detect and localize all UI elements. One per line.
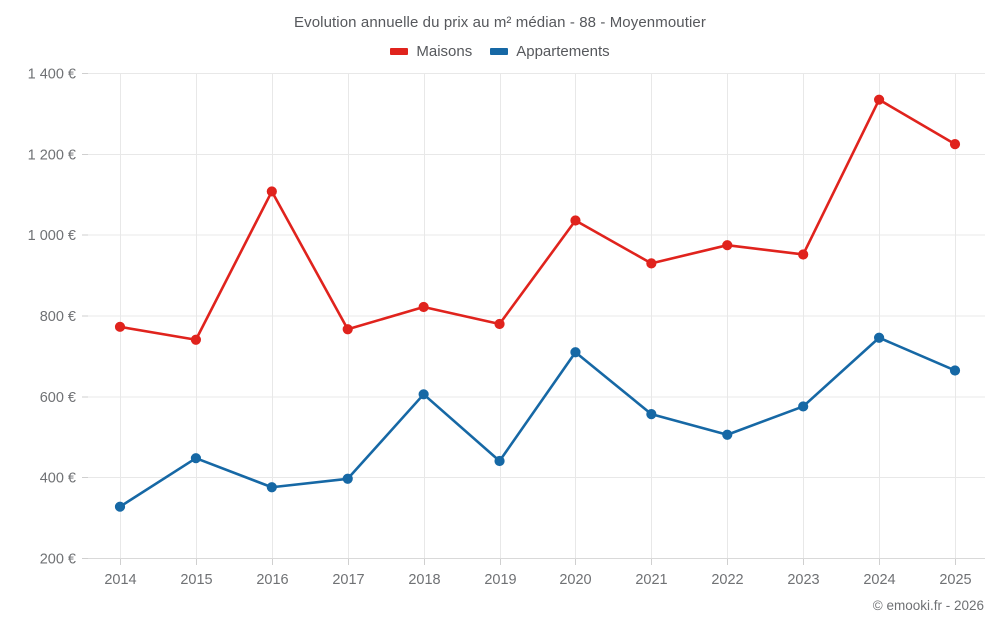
x-axis-label: 2018 xyxy=(408,572,440,588)
x-axis-label: 2016 xyxy=(256,572,288,588)
legend-item-maisons[interactable]: Maisons xyxy=(390,44,472,59)
chart-legend: Maisons Appartements xyxy=(0,44,1000,59)
data-point[interactable] xyxy=(190,453,202,464)
x-axis-label: 2024 xyxy=(863,572,895,588)
data-point[interactable] xyxy=(949,365,961,376)
data-point[interactable] xyxy=(798,401,809,412)
data-point[interactable] xyxy=(949,139,961,150)
x-axis-label: 2025 xyxy=(939,572,971,588)
data-point[interactable] xyxy=(570,347,581,358)
legend-swatch-maisons xyxy=(390,48,409,55)
data-point[interactable] xyxy=(342,473,353,484)
data-point[interactable] xyxy=(873,94,885,105)
legend-label-maisons: Maisons xyxy=(416,43,473,60)
y-axis-label: 800 € xyxy=(40,309,76,325)
data-point[interactable] xyxy=(722,240,733,251)
x-axis-label: 2020 xyxy=(559,572,591,588)
data-point[interactable] xyxy=(722,429,733,440)
data-point[interactable] xyxy=(646,409,657,420)
data-point[interactable] xyxy=(494,318,505,330)
y-axis-label: 600 € xyxy=(40,390,76,406)
chart-credit: © emooki.fr - 2026 xyxy=(872,598,984,613)
x-axis-label: 2023 xyxy=(787,572,819,588)
data-point[interactable] xyxy=(266,482,277,493)
data-point[interactable] xyxy=(266,186,277,197)
data-point[interactable] xyxy=(798,249,809,260)
y-axis-label: 1 400 € xyxy=(28,67,76,83)
y-axis-label: 200 € xyxy=(40,552,76,568)
legend-item-appartements[interactable]: Appartements xyxy=(490,43,610,60)
x-axis-label: 2017 xyxy=(332,572,364,588)
legend-label-appartements: Appartements xyxy=(516,43,610,60)
data-point[interactable] xyxy=(570,215,581,226)
series-line-appartements xyxy=(118,336,957,508)
y-axis-label: 1 200 € xyxy=(28,147,76,163)
y-axis-label: 1 000 € xyxy=(28,228,76,244)
data-point[interactable] xyxy=(114,321,126,332)
series-line-maisons xyxy=(118,98,957,342)
data-point[interactable] xyxy=(646,258,657,269)
data-point[interactable] xyxy=(342,324,353,335)
data-point[interactable] xyxy=(114,501,126,512)
chart-title: Evolution annuelle du prix au m² médian … xyxy=(294,14,706,31)
data-point[interactable] xyxy=(418,301,429,313)
x-axis-label: 2015 xyxy=(180,572,212,588)
x-axis-label: 2014 xyxy=(104,572,136,588)
legend-swatch-appartements xyxy=(490,48,509,55)
y-axis-label: 400 € xyxy=(40,471,76,487)
data-point[interactable] xyxy=(494,455,505,467)
data-point[interactable] xyxy=(190,334,202,345)
data-point[interactable] xyxy=(418,389,429,400)
x-axis-label: 2019 xyxy=(484,572,516,588)
x-axis-label: 2021 xyxy=(635,572,667,588)
x-axis-label: 2022 xyxy=(711,572,743,588)
data-point[interactable] xyxy=(873,332,885,343)
